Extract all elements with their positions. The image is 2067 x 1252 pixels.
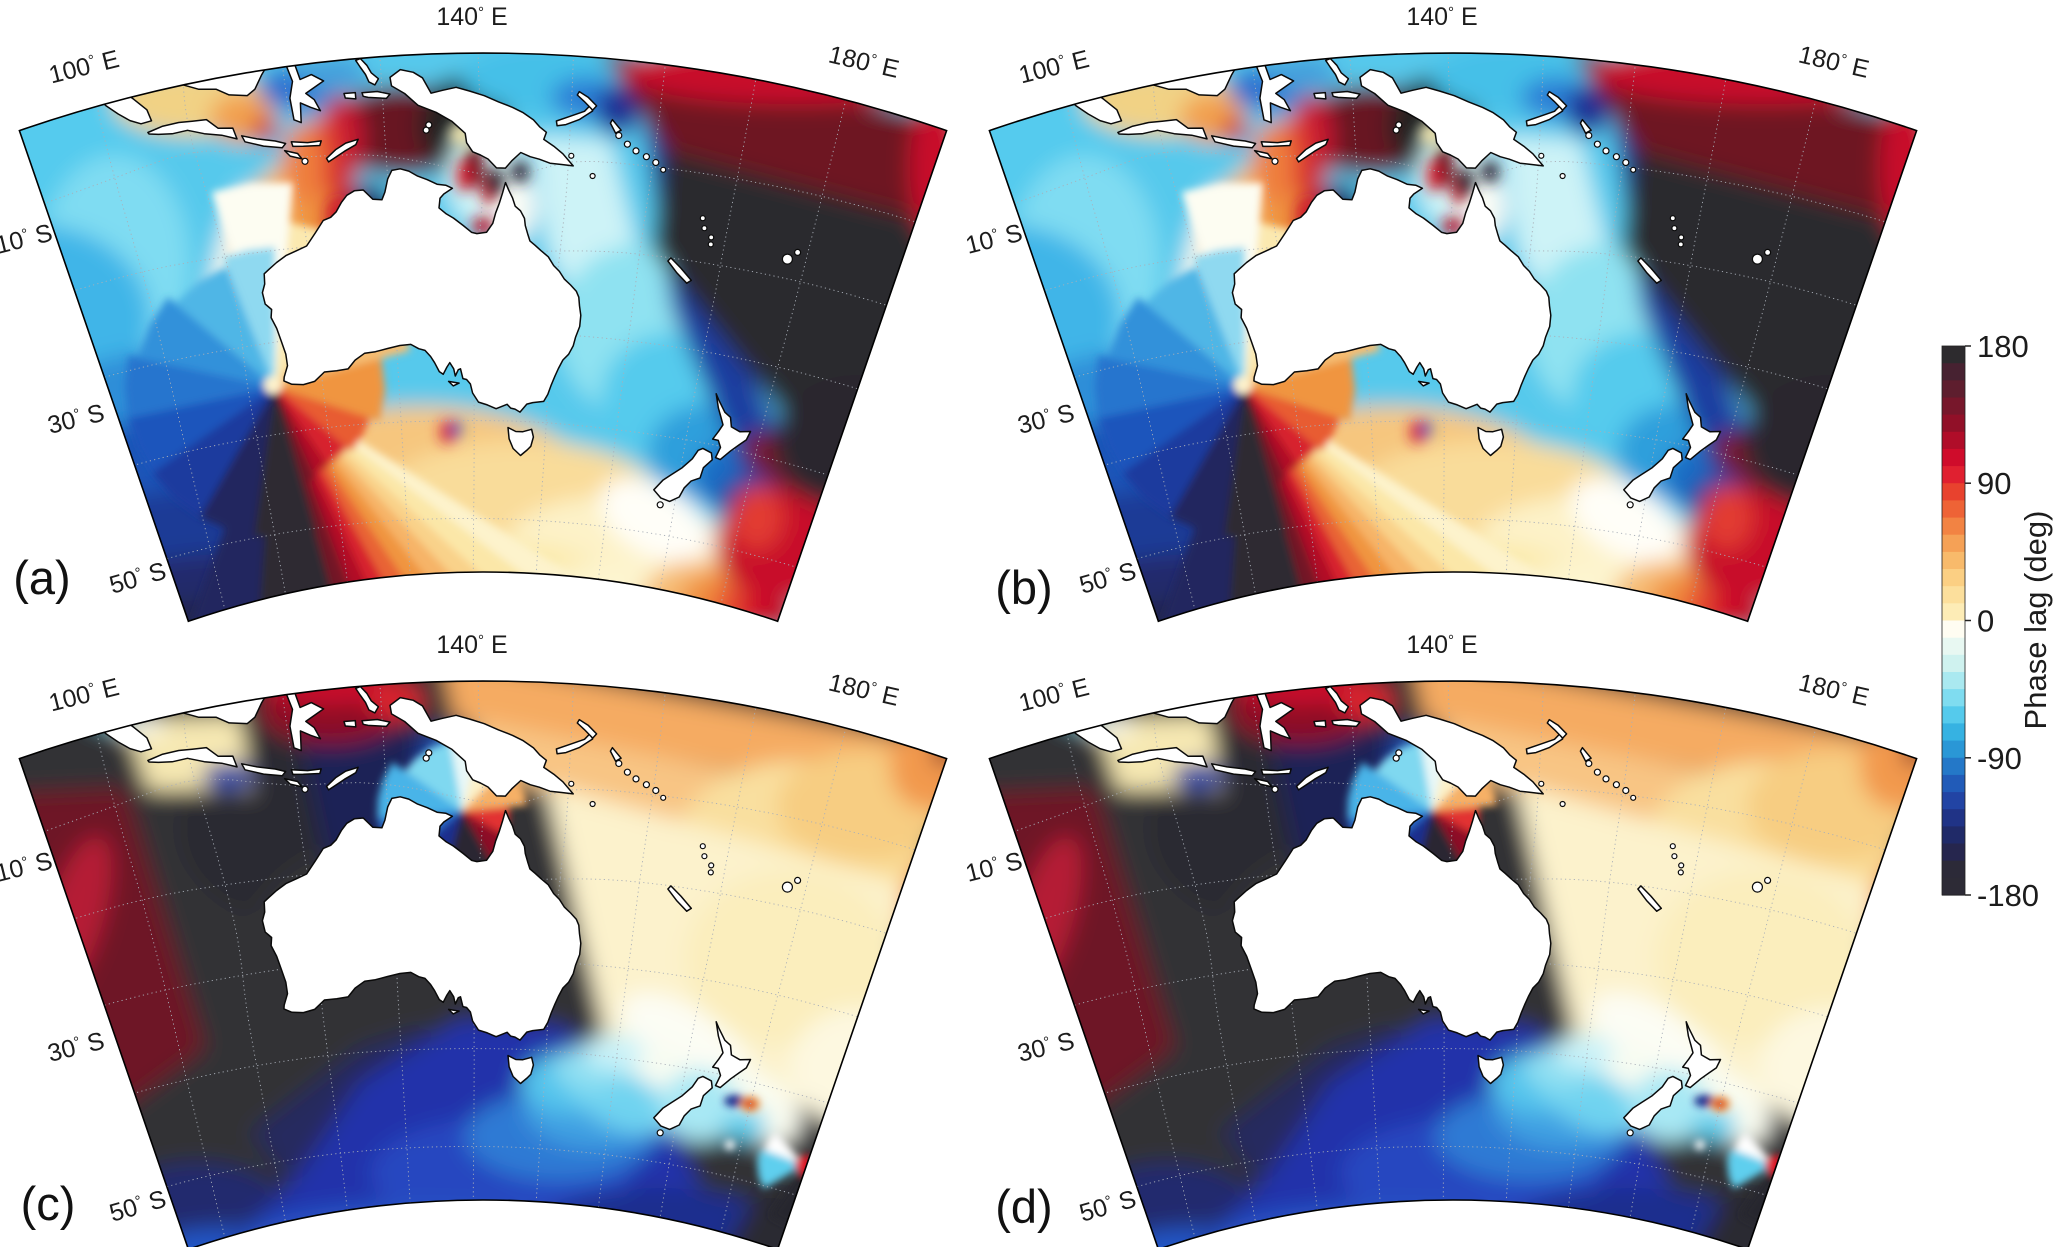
svg-text:(d): (d) [995, 1180, 1052, 1233]
svg-text:180: 180 [1977, 329, 2029, 364]
svg-text:0: 0 [1977, 604, 1994, 639]
svg-text:(c): (c) [21, 1177, 76, 1230]
svg-text:-90: -90 [1977, 741, 2022, 776]
svg-text:(a): (a) [13, 551, 70, 604]
svg-text:Phase lag (deg): Phase lag (deg) [2018, 511, 2053, 730]
svg-text:90: 90 [1977, 466, 2011, 501]
svg-text:-180: -180 [1977, 878, 2039, 913]
svg-text:(b): (b) [995, 561, 1052, 614]
